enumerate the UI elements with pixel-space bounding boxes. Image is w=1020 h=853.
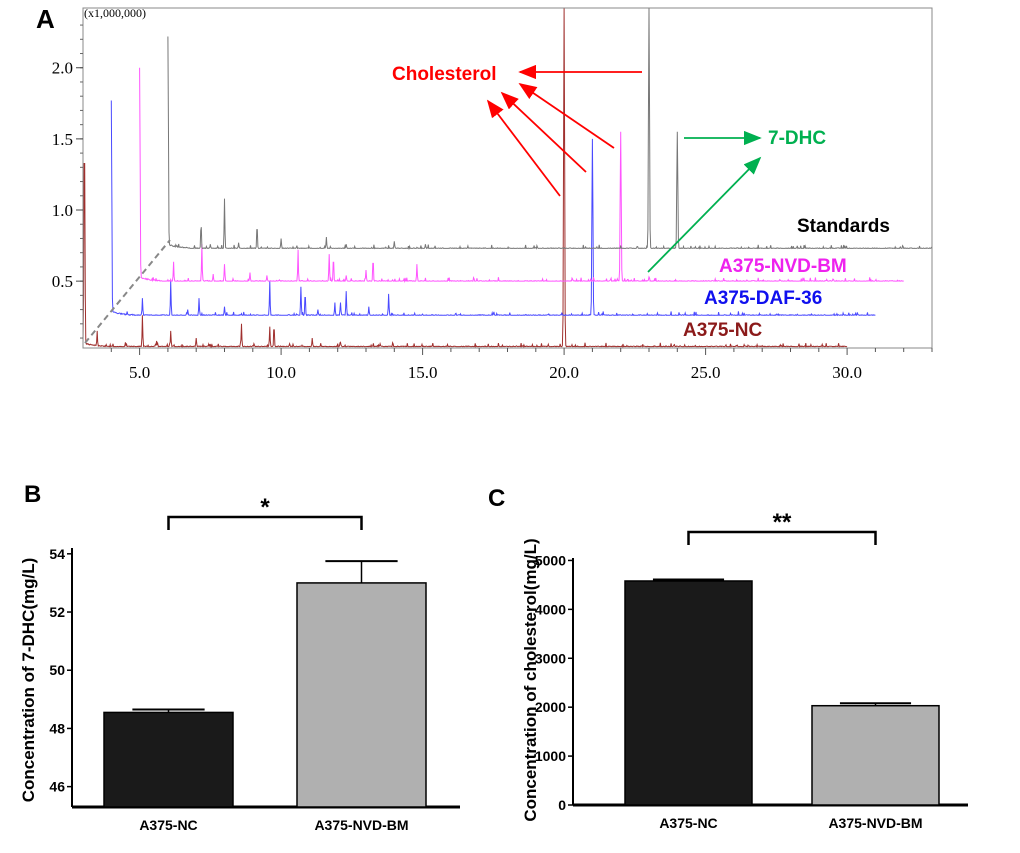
y-axis-label-c: Concentration of cholesterol(mg/L) (521, 538, 540, 821)
cholesterol-arrows (486, 64, 642, 197)
y-axis-label-b: Concentration of 7-DHC(mg/L) (19, 558, 38, 803)
x-tick-label: A375-NC (659, 815, 717, 831)
y-tick-label: 5000 (535, 552, 566, 568)
x-tick-label: A375-NVD-BM (828, 815, 922, 831)
y-tick-label: 52 (49, 604, 65, 620)
x-tick-label: A375-NC (139, 817, 197, 833)
y-tick-label: 3000 (535, 650, 566, 666)
bar-a375-nvd-bm (811, 704, 940, 806)
arrow-nc-cholesterol (486, 99, 561, 197)
significance-bracket (167, 515, 363, 530)
bar-a375-nvd-bm (296, 582, 427, 808)
trace-a375-nc (82, 7, 848, 349)
x-tick-label: 25.0 (691, 363, 721, 382)
significance-marker: ** (773, 509, 792, 536)
panel-label-a: A (36, 4, 55, 34)
offset-guide-line (84, 239, 171, 344)
y-tick-label: 46 (49, 779, 65, 795)
arrow-nvd-7dhc (647, 156, 762, 273)
series-label-standards: Standards (797, 216, 890, 237)
bar-a375-nc (624, 580, 753, 806)
y-tick-label: 0 (558, 797, 566, 813)
y-tick-label: 4000 (535, 601, 566, 617)
annotation-7dhc: 7-DHC (768, 128, 826, 149)
series-label-nvd-bm: A375-NVD-BM (719, 256, 847, 277)
significance-bracket (687, 530, 877, 545)
bar-a375-nc (103, 711, 234, 808)
arrow-nvd-cholesterol (518, 82, 615, 149)
series-label-daf-36: A375-DAF-36 (704, 288, 822, 309)
significance-marker: * (260, 494, 270, 521)
y-tick-label: 1000 (535, 748, 566, 764)
x-tick-label: 15.0 (408, 363, 438, 382)
panel-label-b: B (24, 481, 41, 508)
x-tick-label: 20.0 (549, 363, 579, 382)
series-label-nc: A375-NC (683, 320, 762, 341)
x-tick-label: 10.0 (266, 363, 296, 382)
x-tick-label: A375-NVD-BM (314, 817, 408, 833)
y-tick-label: 54 (49, 546, 65, 562)
y-tick-label: 48 (49, 720, 65, 736)
y-tick-label: 0.5 (52, 272, 73, 291)
panel-label-c: C (488, 485, 505, 512)
x-tick-label: 30.0 (832, 363, 862, 382)
annotation-cholesterol: Cholesterol (392, 64, 497, 85)
x-tick-label: 5.0 (129, 363, 150, 382)
arrow-daf-cholesterol (500, 91, 587, 173)
trace-a375-nvd-bm (139, 67, 904, 284)
y-tick-label: 2.0 (52, 59, 73, 78)
y-tick-label: 1.5 (52, 130, 73, 149)
y-tick-label: 2000 (535, 699, 566, 715)
chromatogram-panel: A (x1,000,000) 0.5 1.0 1.5 2.0 5.0 10.0 15.0 20… (36, 4, 933, 382)
y-multiplier-label: (x1,000,000) (84, 6, 146, 20)
trace-standards (167, 7, 933, 251)
trace-a375-daf-36 (110, 100, 876, 317)
y-tick-label: 1.0 (52, 201, 73, 220)
y-tick-label: 50 (49, 662, 65, 678)
